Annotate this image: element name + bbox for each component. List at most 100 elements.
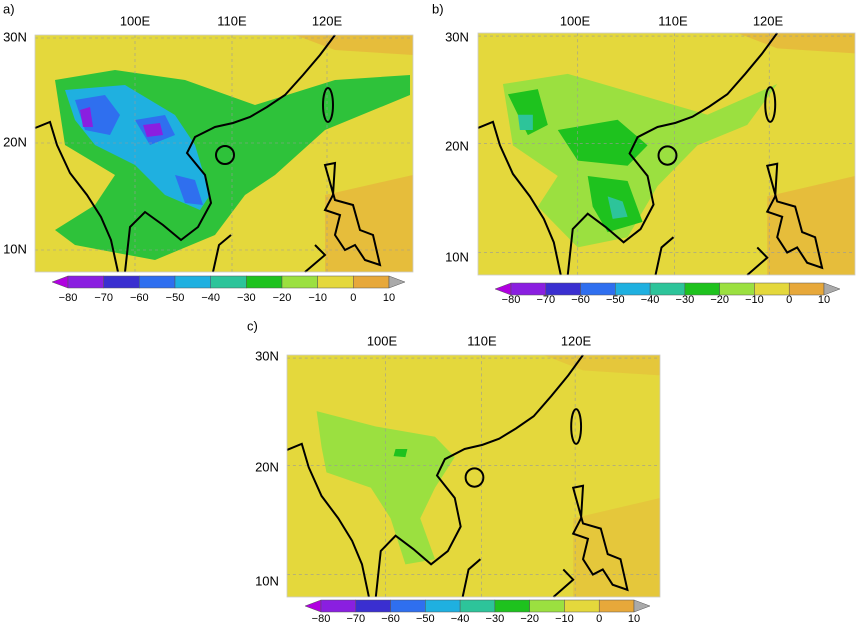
colorbar-tick-label: −50 bbox=[166, 292, 185, 304]
coastline bbox=[461, 558, 482, 598]
colorbar-box bbox=[529, 599, 565, 613]
colorbar-extend bbox=[51, 275, 69, 289]
anomaly-region bbox=[80, 107, 163, 137]
colorbar-tick-label: −40 bbox=[451, 613, 470, 624]
colorbar-box bbox=[353, 275, 390, 289]
colorbar-tick-label: −70 bbox=[536, 294, 555, 306]
colorbar-box bbox=[425, 599, 461, 613]
colorbar-box bbox=[390, 599, 426, 613]
panel-label: b) bbox=[432, 1, 444, 16]
anomaly-region bbox=[502, 73, 778, 248]
colorbar-box bbox=[103, 275, 140, 289]
colorbar-tick-label: 0 bbox=[350, 292, 356, 304]
island bbox=[746, 162, 824, 276]
coastline bbox=[212, 234, 232, 273]
anomaly-region bbox=[316, 411, 455, 565]
colorbar-tick-label: −80 bbox=[59, 292, 78, 304]
island bbox=[570, 408, 583, 445]
island bbox=[304, 161, 382, 273]
colorbar-box bbox=[139, 275, 176, 289]
colorbar-tick-label: −20 bbox=[710, 294, 729, 306]
island bbox=[215, 145, 235, 165]
colorbar-tick-label: −30 bbox=[237, 292, 256, 304]
anomaly-region bbox=[507, 89, 648, 233]
colorbar-tick-label: 10 bbox=[818, 294, 830, 306]
coastline bbox=[477, 120, 562, 276]
colorbar-tick-label: −60 bbox=[381, 613, 400, 624]
colorbar-tick-label: −10 bbox=[308, 292, 327, 304]
lon-label: 110E bbox=[467, 333, 497, 348]
colorbar-box bbox=[494, 599, 530, 613]
lat-label: 10N bbox=[255, 573, 279, 588]
colorbar-extend bbox=[304, 599, 322, 613]
lat-label: 30N bbox=[445, 29, 469, 44]
map-frame bbox=[286, 354, 661, 598]
colorbar-tick-label: −80 bbox=[312, 613, 331, 624]
coastline bbox=[374, 354, 584, 598]
map-frame bbox=[477, 32, 856, 276]
coastline bbox=[654, 236, 675, 276]
colorbar-tick-label: −50 bbox=[606, 294, 625, 306]
island bbox=[657, 145, 678, 166]
lat-label: 10N bbox=[3, 241, 27, 256]
colorbar-box bbox=[598, 599, 635, 613]
colorbar-extend bbox=[633, 599, 651, 613]
map bbox=[477, 32, 856, 276]
colorbar-tick-label: −10 bbox=[745, 294, 764, 306]
colorbar-box bbox=[317, 275, 354, 289]
colorbar-box bbox=[246, 275, 283, 289]
island bbox=[464, 467, 485, 488]
colorbar-tick-label: −70 bbox=[346, 613, 365, 624]
positive-region bbox=[543, 355, 660, 597]
lon-label: 110E bbox=[217, 13, 247, 28]
colorbar-tick-label: −20 bbox=[520, 613, 539, 624]
lon-label: 120E bbox=[312, 13, 343, 28]
colorbar-tick-label: −70 bbox=[94, 292, 113, 304]
island bbox=[764, 86, 777, 123]
anomaly-region bbox=[393, 448, 408, 458]
lon-label: 120E bbox=[561, 333, 592, 348]
colorbar-box bbox=[459, 599, 496, 613]
lat-label: 30N bbox=[255, 348, 279, 363]
colorbar-box bbox=[281, 275, 318, 289]
lon-label: 100E bbox=[120, 13, 151, 28]
colorbar-box bbox=[320, 599, 357, 613]
map-frame bbox=[34, 34, 414, 273]
colorbar-tick-label: −80 bbox=[502, 294, 521, 306]
colorbar-tick-label: 10 bbox=[628, 613, 640, 624]
colorbar-box bbox=[67, 275, 104, 289]
anomaly-region bbox=[517, 114, 628, 219]
map bbox=[286, 354, 661, 598]
positive-region bbox=[737, 33, 855, 275]
colorbar-box bbox=[355, 599, 391, 613]
island bbox=[552, 484, 629, 598]
lat-label: 10N bbox=[445, 249, 469, 264]
positive-region bbox=[295, 35, 413, 272]
colorbar-tick-label: −50 bbox=[416, 613, 435, 624]
colorbar-tick-label: −10 bbox=[555, 613, 574, 624]
lat-label: 20N bbox=[255, 459, 279, 474]
colorbar-extend bbox=[823, 282, 841, 296]
lon-label: 110E bbox=[658, 13, 688, 28]
coastline bbox=[34, 120, 119, 273]
anomaly-region bbox=[75, 95, 203, 205]
lon-label: 100E bbox=[367, 333, 398, 348]
panel-label: c) bbox=[247, 318, 258, 333]
colorbar-tick-label: −20 bbox=[273, 292, 292, 304]
colorbar-tick-label: −30 bbox=[676, 294, 695, 306]
colorbar-tick-label: 10 bbox=[383, 292, 395, 304]
colorbar-box bbox=[210, 275, 247, 289]
coastline bbox=[286, 442, 370, 598]
lat-label: 20N bbox=[3, 134, 27, 149]
colorbar-tick-label: −30 bbox=[486, 613, 505, 624]
colorbar-tick-label: 0 bbox=[596, 613, 602, 624]
colorbar-tick-label: −40 bbox=[641, 294, 660, 306]
lat-label: 30N bbox=[3, 29, 27, 44]
map bbox=[34, 34, 414, 273]
colorbar-box bbox=[174, 275, 211, 289]
colorbar-box bbox=[564, 599, 600, 613]
coastline bbox=[566, 32, 779, 276]
island bbox=[322, 87, 334, 123]
coastline bbox=[124, 34, 336, 273]
